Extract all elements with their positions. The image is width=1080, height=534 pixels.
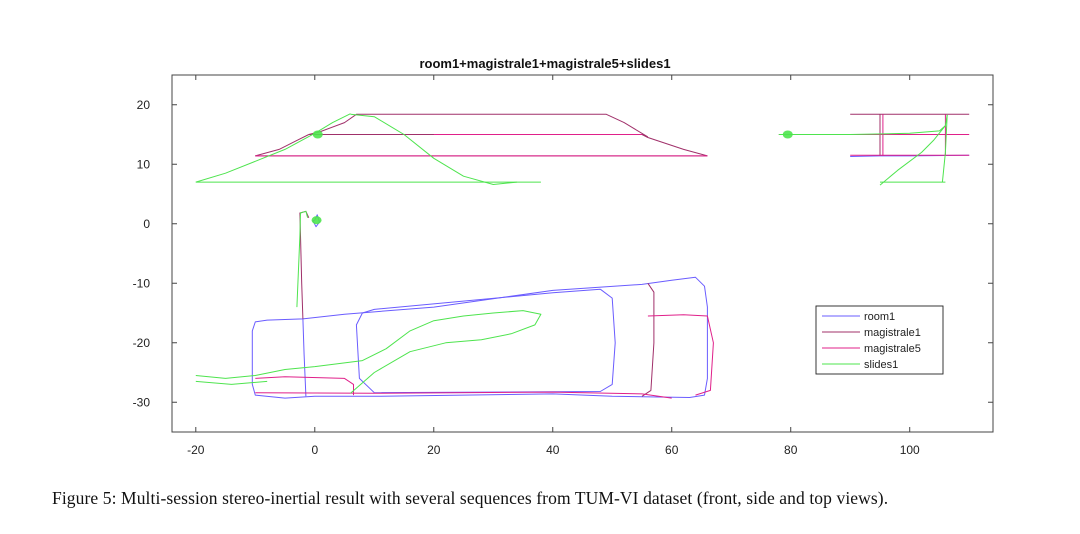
legend-label-room1: room1 <box>864 311 895 323</box>
x-tick-label-3: 40 <box>546 443 560 457</box>
x-tick-label-1: 0 <box>311 443 318 457</box>
y-tick-label-4: -20 <box>133 336 151 350</box>
trajectory-plot: room1+magistrale1+magistrale5+slides1 -2… <box>133 56 994 457</box>
legend-label-magistrale1: magistrale1 <box>864 327 921 339</box>
plot-area-frame <box>171 74 994 433</box>
y-tick-label-3: -10 <box>133 276 151 290</box>
trajectory-slides1-3 <box>296 210 309 308</box>
x-tick-label-0: -20 <box>187 443 205 457</box>
trajectory-cluster-0 <box>311 216 322 225</box>
legend-label-magistrale5: magistrale5 <box>864 343 921 355</box>
y-tick-label-5: -30 <box>133 395 151 409</box>
trajectory-room1-3 <box>302 318 307 397</box>
trajectory-cluster-1 <box>312 130 323 139</box>
trajectory-room1-1 <box>251 276 708 399</box>
series-layer <box>195 113 970 399</box>
trajectory-magistrale5-2 <box>255 376 354 396</box>
series-slides1 <box>195 113 948 394</box>
x-tick-label-5: 80 <box>784 443 798 457</box>
trajectory-magistrale1-3 <box>255 134 310 157</box>
trajectory-slides1-5 <box>195 380 268 385</box>
x-tick-label-2: 20 <box>427 443 441 457</box>
y-tick-label-2: 0 <box>143 217 150 231</box>
x-tick-label-4: 60 <box>665 443 679 457</box>
trajectory-cluster-2 <box>782 130 793 139</box>
y-tick-label-1: 10 <box>137 157 151 171</box>
legend-box <box>815 305 944 375</box>
trajectory-slides1-1 <box>195 113 351 183</box>
trajectory-magistrale1-1 <box>308 113 649 138</box>
trajectory-magistrale5-4 <box>647 314 714 396</box>
trajectory-slides1-7 <box>879 125 946 186</box>
trajectory-room1-2 <box>355 288 616 394</box>
legend-label-slides1: slides1 <box>864 359 898 371</box>
chart-title: room1+magistrale1+magistrale5+slides1 <box>419 56 670 71</box>
legend: room1 magistrale1 magistrale5 slides1 <box>815 305 944 375</box>
y-tick-label-0: 20 <box>137 98 151 112</box>
trajectory-slides1-4 <box>195 310 542 394</box>
trajectory-magistrale1-5 <box>641 283 655 397</box>
trajectory-slides1-2 <box>350 113 518 185</box>
trajectory-slides1-9 <box>941 114 948 183</box>
figure-caption: Figure 5: Multi-session stereo-inertial … <box>52 488 889 508</box>
series-room1 <box>251 154 970 399</box>
trajectory-slides1-6 <box>778 114 948 135</box>
trajectory-magistrale5-3 <box>255 391 672 399</box>
x-tick-label-6: 100 <box>900 443 920 457</box>
